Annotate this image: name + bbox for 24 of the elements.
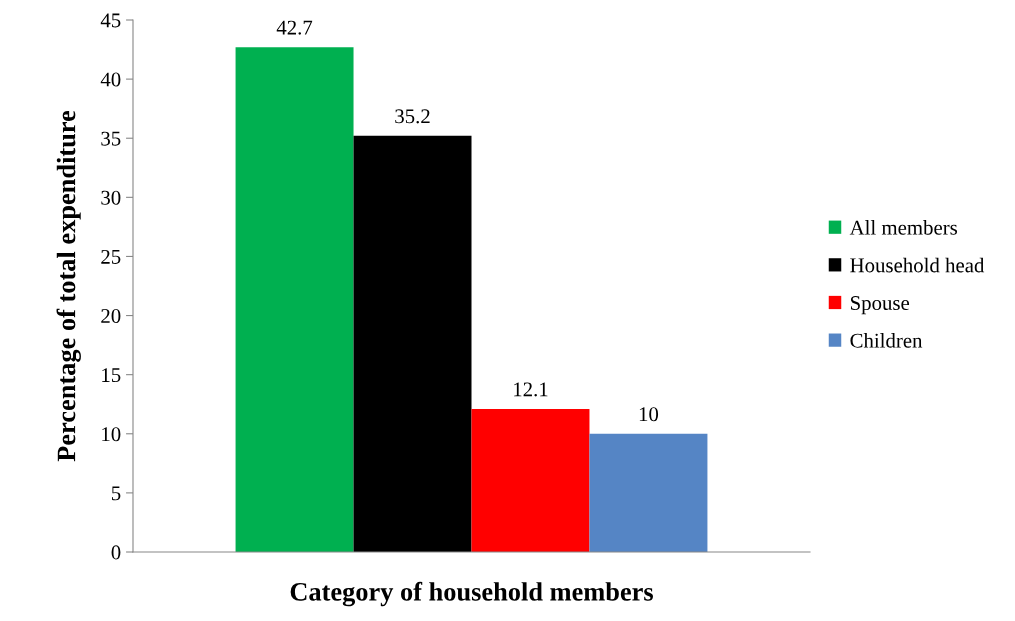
y-tick-label: 30 [101,190,121,205]
y-axis-title: Percentage of total expenditure [56,110,81,462]
y-tick-label: 40 [100,72,121,87]
legend-label: Children [850,333,923,348]
bar [471,408,590,552]
bar [235,47,354,552]
legend-label: Household head [850,257,985,273]
data-label: 10 [639,407,659,422]
y-tick-label: 5 [111,486,121,501]
y-tick-label: 15 [102,368,121,383]
y-tick-label: 35 [101,131,121,146]
y-tick-label: 0 [111,545,121,560]
bar [589,433,708,552]
legend-label: Spouse [850,296,910,315]
y-tick-label: 20 [101,308,121,323]
y-tick-label: 45 [100,13,121,28]
y-tick-label: 10 [102,427,121,442]
legend-label: All members [849,220,958,235]
y-tick-label: 25 [101,249,121,264]
x-axis-title: Category of household members [290,581,653,607]
data-label: 42.7 [276,20,313,35]
bar [353,135,472,552]
data-label: 35.2 [395,109,430,124]
data-label: 12.1 [514,382,548,397]
